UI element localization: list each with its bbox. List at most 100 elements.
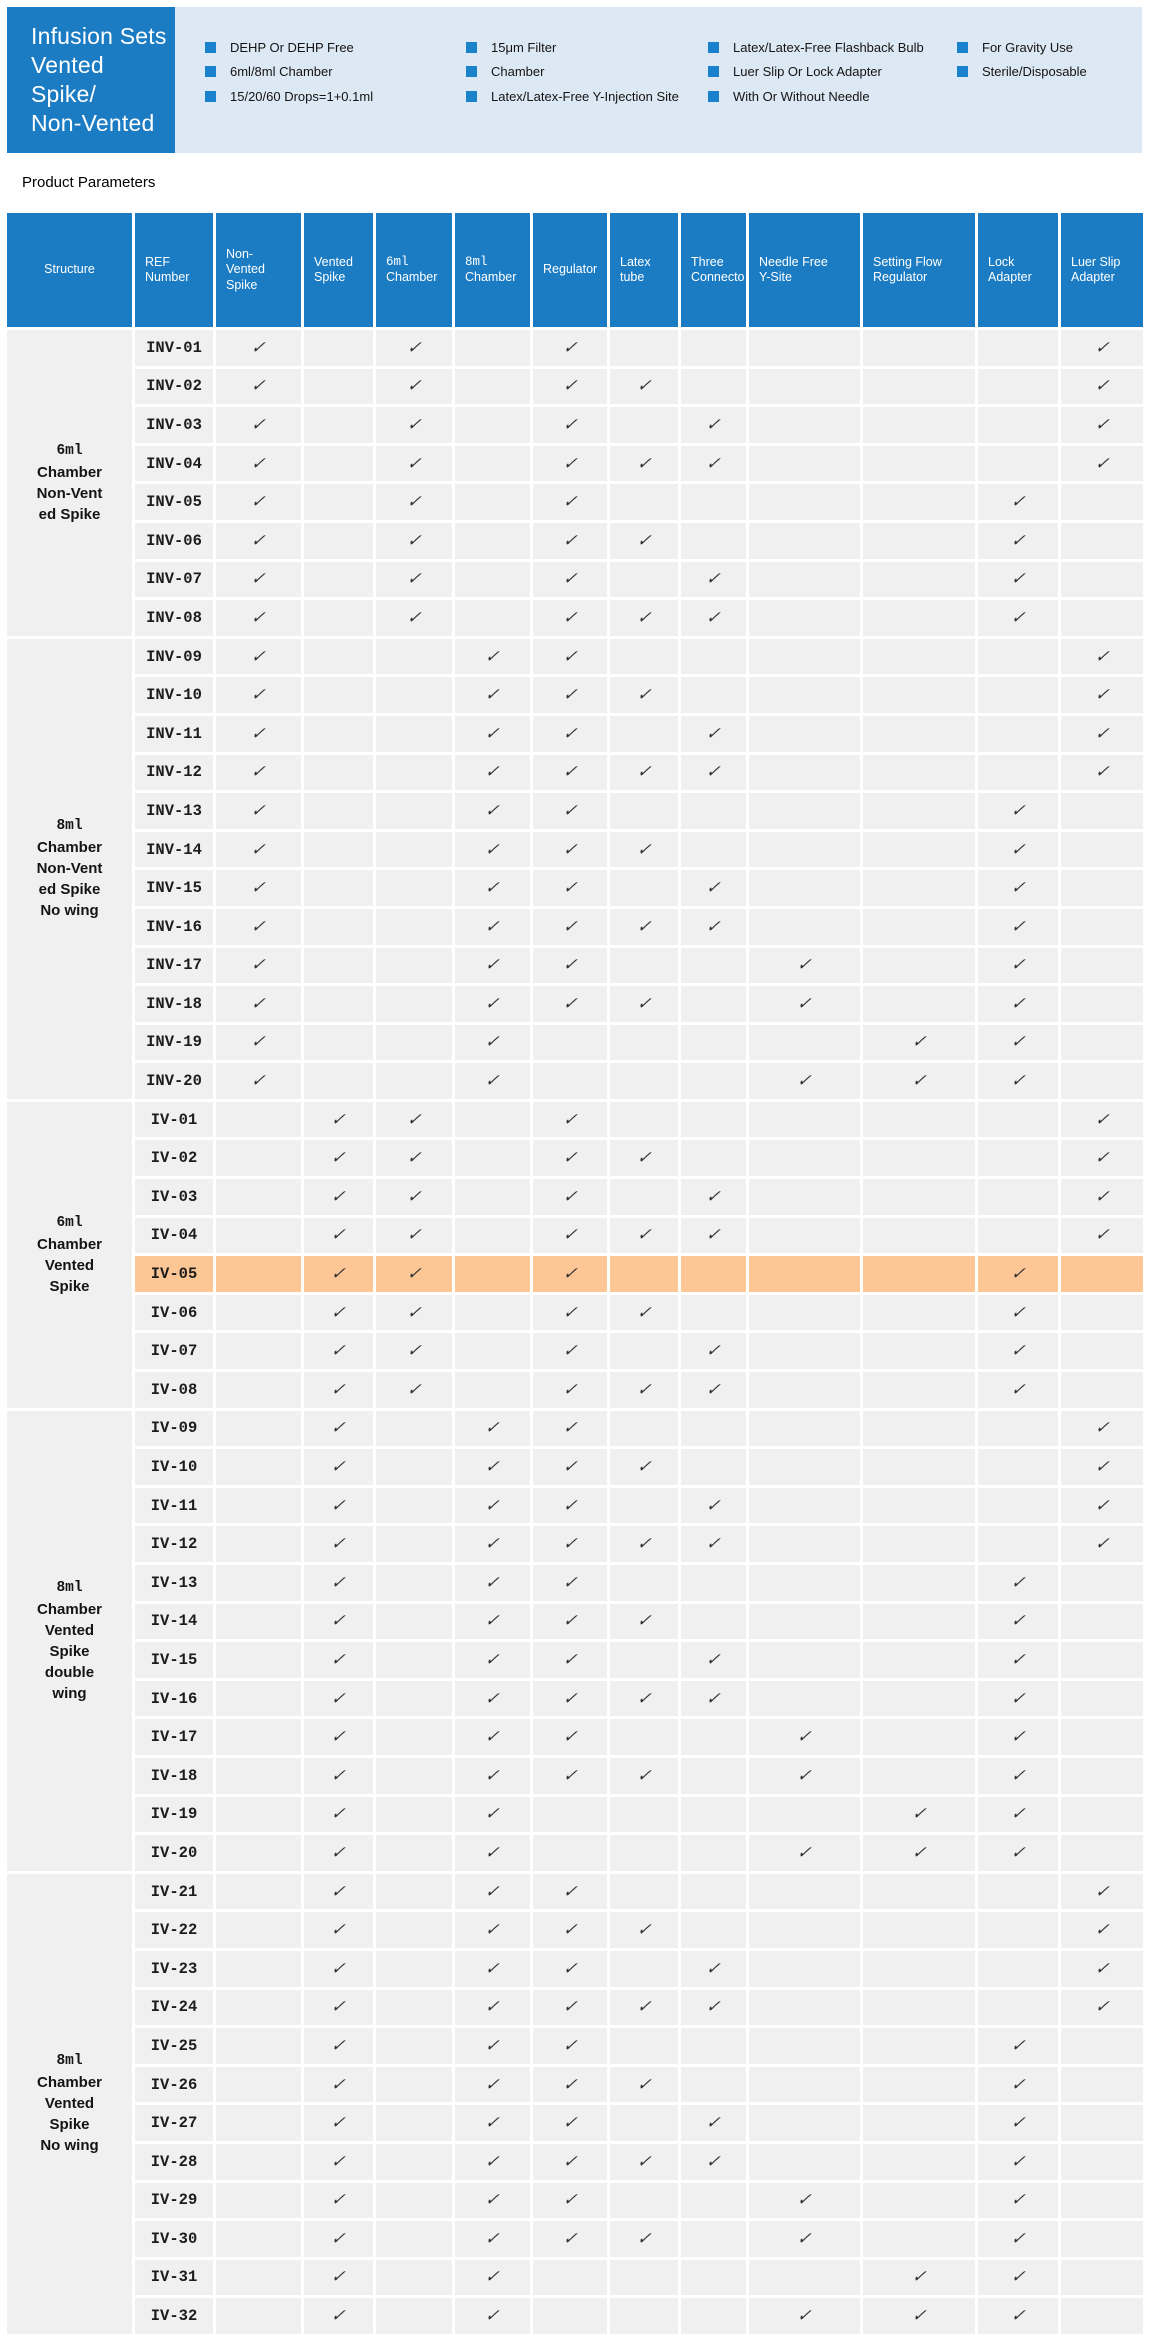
check-icon: ✓	[561, 530, 579, 551]
check-icon: ✓	[635, 762, 653, 783]
check-cell: ✓	[216, 1063, 301, 1099]
check-cell: ✓	[978, 2182, 1058, 2219]
check-icon: ✓	[1009, 2228, 1027, 2249]
check-cell	[749, 1333, 860, 1370]
check-cell: ✓	[863, 2298, 975, 2334]
check-cell: ✓	[304, 1487, 373, 1524]
check-cell	[216, 2221, 301, 2257]
ref-cell: IV-28	[135, 2143, 213, 2180]
check-cell: ✓	[863, 1835, 975, 1871]
check-cell	[681, 330, 746, 366]
structure-label-line: Spike	[49, 1642, 90, 1660]
check-icon: ✓	[635, 1148, 653, 1169]
check-cell: ✓	[1061, 1989, 1143, 2026]
check-icon: ✓	[484, 1842, 501, 1863]
check-icon: ✓	[484, 762, 501, 783]
check-cell: ✓	[304, 2182, 373, 2219]
check-cell	[216, 2298, 301, 2334]
structure-label-line: 6ml	[56, 442, 83, 459]
column-header: Three Connecto	[681, 213, 746, 327]
check-icon: ✓	[635, 1302, 653, 1323]
check-cell: ✓	[681, 754, 746, 791]
check-icon: ✓	[635, 1457, 653, 1478]
check-cell	[978, 1101, 1058, 1138]
check-cell	[1061, 1757, 1143, 1794]
check-icon: ✓	[1009, 1611, 1027, 1632]
check-cell	[216, 1256, 301, 1292]
check-icon: ✓	[561, 723, 579, 744]
check-cell	[216, 1294, 301, 1331]
banner-title-line: Non-Vented	[31, 110, 155, 136]
check-cell: ✓	[304, 1372, 373, 1408]
check-cell	[455, 330, 530, 366]
check-cell: ✓	[533, 1603, 607, 1640]
column-header: 6ml Chamber	[376, 213, 452, 327]
check-cell	[610, 1642, 678, 1678]
check-icon: ✓	[561, 607, 579, 628]
check-cell: ✓	[978, 831, 1058, 868]
bullet-square-icon	[205, 66, 216, 78]
check-cell: ✓	[610, 1217, 678, 1254]
check-cell: ✓	[681, 1642, 746, 1678]
column-header-line: Spike	[314, 270, 346, 284]
structure-label-line: No wing	[40, 2137, 99, 2155]
check-cell	[681, 2028, 746, 2064]
check-cell: ✓	[376, 561, 452, 598]
check-cell	[216, 1603, 301, 1640]
check-cell	[376, 1873, 452, 1910]
check-icon: ✓	[1009, 800, 1027, 821]
check-cell	[749, 522, 860, 559]
check-cell: ✓	[978, 2105, 1058, 2141]
check-cell: ✓	[304, 1989, 373, 2026]
check-cell: ✓	[533, 1912, 607, 1948]
check-cell: ✓	[533, 2182, 607, 2219]
ref-cell: INV-07	[135, 561, 213, 598]
check-cell: ✓	[376, 368, 452, 405]
check-cell	[610, 561, 678, 598]
check-cell	[863, 1179, 975, 1215]
check-icon: ✓	[484, 1418, 501, 1439]
column-header-line: tube	[620, 270, 645, 284]
check-icon: ✓	[1093, 1109, 1111, 1130]
check-cell	[863, 831, 975, 868]
column-header-line: Structure	[44, 262, 95, 277]
check-cell	[376, 1680, 452, 1717]
check-icon: ✓	[705, 1495, 722, 1516]
check-cell: ✓	[978, 1719, 1058, 1755]
check-icon: ✓	[250, 492, 267, 513]
check-icon: ✓	[1009, 2267, 1027, 2288]
feature-item: Chamber	[466, 60, 708, 85]
feature-label: With Or Without Needle	[733, 88, 870, 104]
check-icon: ✓	[561, 414, 579, 435]
check-icon: ✓	[705, 762, 722, 783]
check-icon: ✓	[405, 1109, 423, 1130]
check-cell: ✓	[1061, 1217, 1143, 1254]
check-cell	[1061, 2298, 1143, 2334]
ref-cell: IV-03	[135, 1179, 213, 1215]
check-cell	[376, 1757, 452, 1794]
check-icon: ✓	[705, 1379, 722, 1400]
check-cell	[863, 445, 975, 482]
check-cell: ✓	[533, 1410, 607, 1447]
check-cell	[978, 1912, 1058, 1948]
bullet-square-icon	[957, 66, 968, 78]
check-cell	[863, 2182, 975, 2219]
check-icon: ✓	[1009, 530, 1027, 551]
check-cell	[681, 1873, 746, 1910]
check-cell: ✓	[610, 908, 678, 945]
structure-label-line: No wing	[40, 902, 99, 920]
check-icon: ✓	[484, 1727, 501, 1748]
check-cell	[216, 1140, 301, 1177]
check-cell: ✓	[1061, 1950, 1143, 1987]
feature-label: Chamber	[491, 64, 545, 80]
check-icon: ✓	[484, 1765, 501, 1786]
check-icon: ✓	[405, 1264, 423, 1285]
check-cell: ✓	[455, 793, 530, 829]
structure-cell: 8ml Chamber Vented Spike No wing	[7, 1873, 132, 2334]
check-cell	[455, 445, 530, 482]
check-cell: ✓	[1061, 1179, 1143, 1215]
check-icon: ✓	[635, 1920, 653, 1941]
check-cell: ✓	[610, 600, 678, 636]
feature-column: For Gravity Use Sterile/Disposable	[957, 35, 1087, 153]
check-cell: ✓	[455, 1410, 530, 1447]
